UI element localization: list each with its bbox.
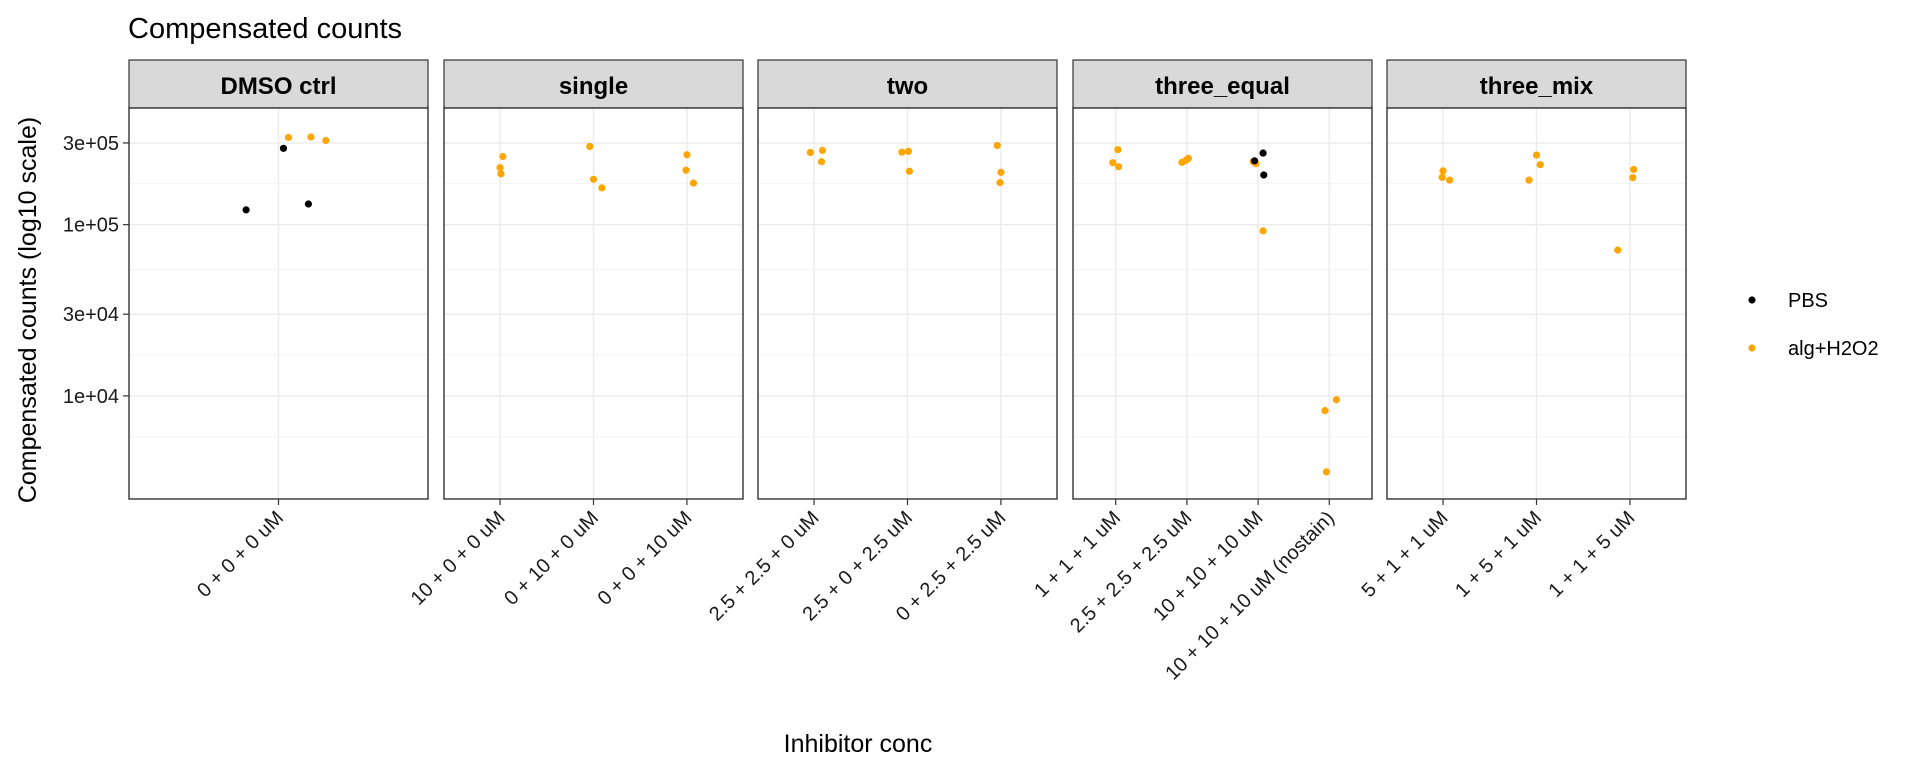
- data-point: [1438, 173, 1446, 181]
- panel-background: [1073, 108, 1372, 499]
- data-point: [1250, 157, 1259, 165]
- data-point: [307, 133, 315, 141]
- data-point: [1630, 165, 1638, 174]
- facet-panels: DMSO ctrl 0 + 0 + 0 uM 1e+04 3e+04 1e+05 3e+0…: [63, 59, 1687, 684]
- facet-strip-label: two: [887, 73, 928, 100]
- data-point: [1109, 159, 1117, 167]
- data-point: [898, 148, 906, 156]
- facet-strip-label: single: [559, 73, 628, 100]
- facet-strip: [757, 59, 1058, 109]
- facet-panel-4: three_mix 5 + 1 + 1 uM1 + 5 + 1 uM1 + 1 +…: [1358, 59, 1687, 602]
- data-point: [589, 175, 598, 183]
- data-point: [682, 166, 690, 174]
- legend: PBS alg+H2O2: [1748, 290, 1879, 360]
- legend-item: alg+H2O2: [1748, 338, 1879, 360]
- legend-label: alg+H2O2: [1788, 338, 1879, 360]
- data-point: [1321, 407, 1329, 415]
- facet-strip-label: three_equal: [1155, 73, 1290, 100]
- facet-strip-label: three_mix: [1480, 73, 1594, 100]
- data-point: [304, 200, 312, 208]
- x-tick-label: 0 + 0 + 0 uM: [193, 507, 288, 602]
- legend-item: PBS: [1748, 290, 1828, 312]
- data-point: [1322, 468, 1331, 476]
- y-tick-label: 1e+05: [63, 215, 119, 237]
- data-point: [1525, 176, 1533, 184]
- data-point: [1260, 171, 1268, 179]
- x-tick-label: 10 + 0 + 0 uM: [407, 507, 510, 610]
- y-tick-label: 1e+04: [63, 386, 119, 408]
- data-point: [683, 151, 691, 159]
- panel-border: [1072, 107, 1373, 500]
- facet-strip: [1072, 59, 1373, 109]
- data-point: [279, 144, 288, 152]
- data-point: [322, 136, 330, 145]
- x-tick-label: 0 + 0 + 10 uM: [594, 507, 697, 610]
- data-point: [817, 158, 826, 166]
- y-tick-label: 3e+04: [63, 304, 119, 326]
- data-point: [1446, 176, 1454, 184]
- x-tick-label: 2.5 + 2.5 + 2.5 uM: [1066, 507, 1196, 637]
- data-point: [1259, 149, 1267, 157]
- x-tick-label: 1 + 5 + 1 uM: [1451, 507, 1546, 602]
- data-point: [1114, 146, 1122, 154]
- data-point: [1332, 396, 1341, 404]
- y-tick-label: 3e+05: [63, 133, 119, 155]
- panel-border: [1386, 107, 1687, 500]
- facet-panel-1: single 10 + 0 + 0 uM0 + 10 + 0 uM0 + 0 + …: [407, 59, 744, 610]
- data-point: [993, 141, 1001, 150]
- legend-key: [1748, 296, 1756, 304]
- legend-key: [1748, 344, 1756, 352]
- data-point: [1259, 227, 1267, 235]
- data-point: [689, 179, 698, 187]
- data-point: [818, 146, 827, 155]
- panel-border: [128, 107, 429, 500]
- x-axis-title: Inhibitor conc: [784, 730, 933, 758]
- x-tick-label: 1 + 1 + 5 uM: [1545, 507, 1640, 602]
- chart-title: Compensated counts: [128, 13, 402, 45]
- data-point: [1629, 174, 1637, 182]
- data-point: [905, 167, 913, 175]
- data-point: [1532, 151, 1541, 159]
- x-tick-label: 5 + 1 + 1 uM: [1358, 507, 1453, 602]
- data-point: [496, 164, 504, 172]
- data-point: [284, 133, 293, 142]
- x-tick-label: 0 + 10 + 0 uM: [500, 507, 603, 610]
- legend-label: PBS: [1788, 290, 1828, 312]
- data-point: [242, 206, 250, 214]
- data-point: [1114, 163, 1123, 171]
- data-point: [1184, 154, 1192, 162]
- facet-strip: [128, 59, 429, 109]
- facet-strip: [443, 59, 744, 109]
- facet-strip-label: DMSO ctrl: [220, 73, 336, 100]
- panel-border: [757, 107, 1058, 500]
- data-point: [1536, 161, 1544, 169]
- data-point: [904, 147, 913, 155]
- data-point: [1439, 167, 1447, 175]
- data-point: [586, 142, 594, 151]
- data-point: [997, 168, 1005, 176]
- facet-panel-0: DMSO ctrl 0 + 0 + 0 uM 1e+04 3e+04 1e+05 3e+0…: [63, 59, 429, 602]
- data-point: [497, 170, 505, 178]
- data-point: [499, 152, 507, 161]
- data-point: [996, 179, 1004, 187]
- data-point: [806, 148, 814, 157]
- data-point: [598, 184, 606, 192]
- panel-border: [443, 107, 744, 500]
- y-axis-title: Compensated counts (log10 scale): [14, 117, 42, 503]
- data-point: [1614, 246, 1622, 254]
